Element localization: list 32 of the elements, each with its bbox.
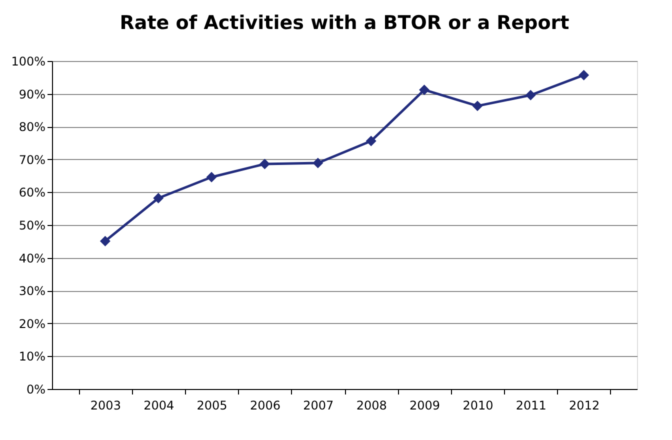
point — [312, 158, 324, 168]
x-tick-label: 2012 — [569, 398, 600, 412]
x-tick-label: 2007 — [303, 398, 334, 412]
x-tick-label: 2011 — [516, 398, 546, 412]
x-tick-label: 2009 — [410, 398, 440, 412]
y-tick-label: 90% — [18, 87, 46, 102]
y-tick-label: 10% — [18, 350, 46, 364]
y-tick-label: 70% — [18, 152, 46, 167]
y-tick-label: 80% — [18, 120, 46, 134]
y-tick-label: 40% — [18, 251, 46, 266]
chart-title: Rate of Activities with a BTOR or a Report — [120, 12, 570, 34]
x-tick-label: 2008 — [356, 398, 387, 412]
y-tick-label: 0% — [26, 382, 46, 396]
x-tick-label: 2004 — [144, 398, 174, 412]
point — [153, 192, 164, 204]
point — [259, 158, 270, 170]
point — [525, 90, 536, 100]
x-tick-label: 2006 — [250, 398, 280, 412]
y-tick-label: 50% — [18, 218, 46, 232]
point — [472, 100, 483, 112]
x-tick-label: 2003 — [90, 398, 121, 412]
point — [419, 84, 430, 96]
x-tick-label: 2010 — [462, 398, 494, 412]
point — [206, 172, 217, 182]
point — [100, 236, 110, 246]
y-tick-label: 100% — [11, 54, 46, 68]
y-tick-label: 60% — [18, 186, 46, 200]
y-tick-label: 20% — [18, 316, 46, 331]
point — [578, 70, 590, 80]
point — [366, 136, 376, 146]
x-tick-label: 2005 — [196, 398, 228, 412]
y-tick-label: 30% — [18, 284, 46, 298]
